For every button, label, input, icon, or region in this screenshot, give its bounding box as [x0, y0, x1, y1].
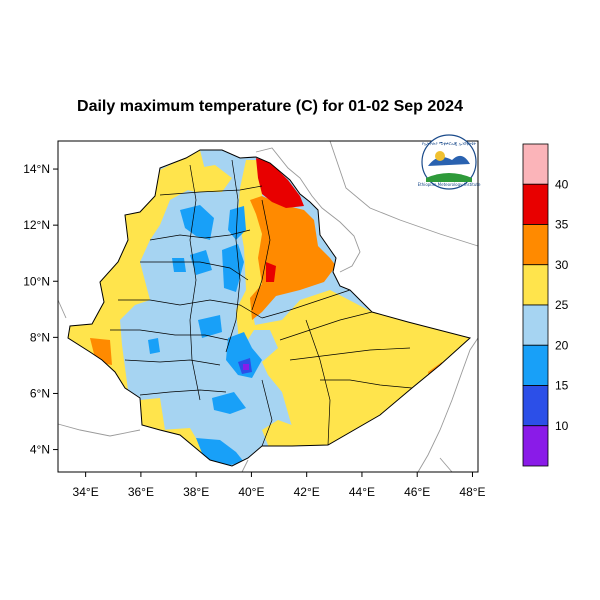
colorbar-swatch: [522, 143, 549, 185]
x-tick-label: 44°E: [349, 485, 375, 499]
y-tick-label: 14°N: [23, 162, 50, 176]
sun-icon: [435, 151, 445, 161]
colorbar-label: 30: [555, 258, 569, 272]
x-tick-label: 36°E: [128, 485, 154, 499]
logo-top-text: የኢትዮጵያ ሚቲዎሮሎጂ ኢንስቲትዩት: [422, 141, 477, 146]
colorbar-swatch: [522, 224, 549, 266]
logo-bottom-text: Ethiopian Meteorology Institute: [418, 182, 481, 187]
colorbar-swatch: [522, 264, 549, 306]
y-tick-label: 10°N: [23, 274, 50, 288]
neighbour-borders: [57, 140, 479, 473]
colorbar-label: 35: [555, 218, 569, 232]
x-tick-label: 34°E: [73, 485, 99, 499]
colorbar-swatch: [522, 304, 549, 346]
x-tick-label: 48°E: [459, 485, 485, 499]
x-tick-label: 40°E: [238, 485, 264, 499]
colorbar-swatch: [522, 183, 549, 225]
landscape-icon: [426, 173, 472, 182]
x-tick-label: 38°E: [183, 485, 209, 499]
y-tick-label: 4°N: [30, 443, 50, 457]
ethiopian-meteorology-institute-logo: የኢትዮጵያ ሚቲዎሮሎጂ ኢንስቲትዩት Ethiopian Meteorol…: [418, 134, 481, 190]
admin-boundaries: [67, 149, 472, 467]
colorbar-swatch: [522, 425, 549, 467]
map-title: Daily maximum temperature (C) for 01-02 …: [77, 98, 463, 115]
colorbar-swatch: [522, 385, 549, 427]
y-tick-label: 6°N: [30, 386, 50, 400]
colorbar-label: 20: [555, 338, 569, 352]
x-tick-label: 46°E: [404, 485, 430, 499]
y-tick-label: 12°N: [23, 218, 50, 232]
x-tick-label: 42°E: [294, 485, 320, 499]
colorbar-label: 40: [555, 177, 569, 191]
y-tick-label: 8°N: [30, 330, 50, 344]
y-axis: 14°N 12°N 10°N 8°N 6°N 4°N: [23, 162, 58, 457]
colorbar-label: 15: [555, 379, 569, 393]
x-axis: 34°E 36°E 38°E 40°E 42°E 44°E 46°E 48°E: [73, 472, 486, 499]
colorbar-label: 25: [555, 298, 569, 312]
colorbar: 40 35 30 25 20 15 10: [522, 143, 569, 467]
colorbar-label: 10: [555, 419, 569, 433]
colorbar-swatch: [522, 344, 549, 386]
plot-frame: [57, 140, 479, 473]
